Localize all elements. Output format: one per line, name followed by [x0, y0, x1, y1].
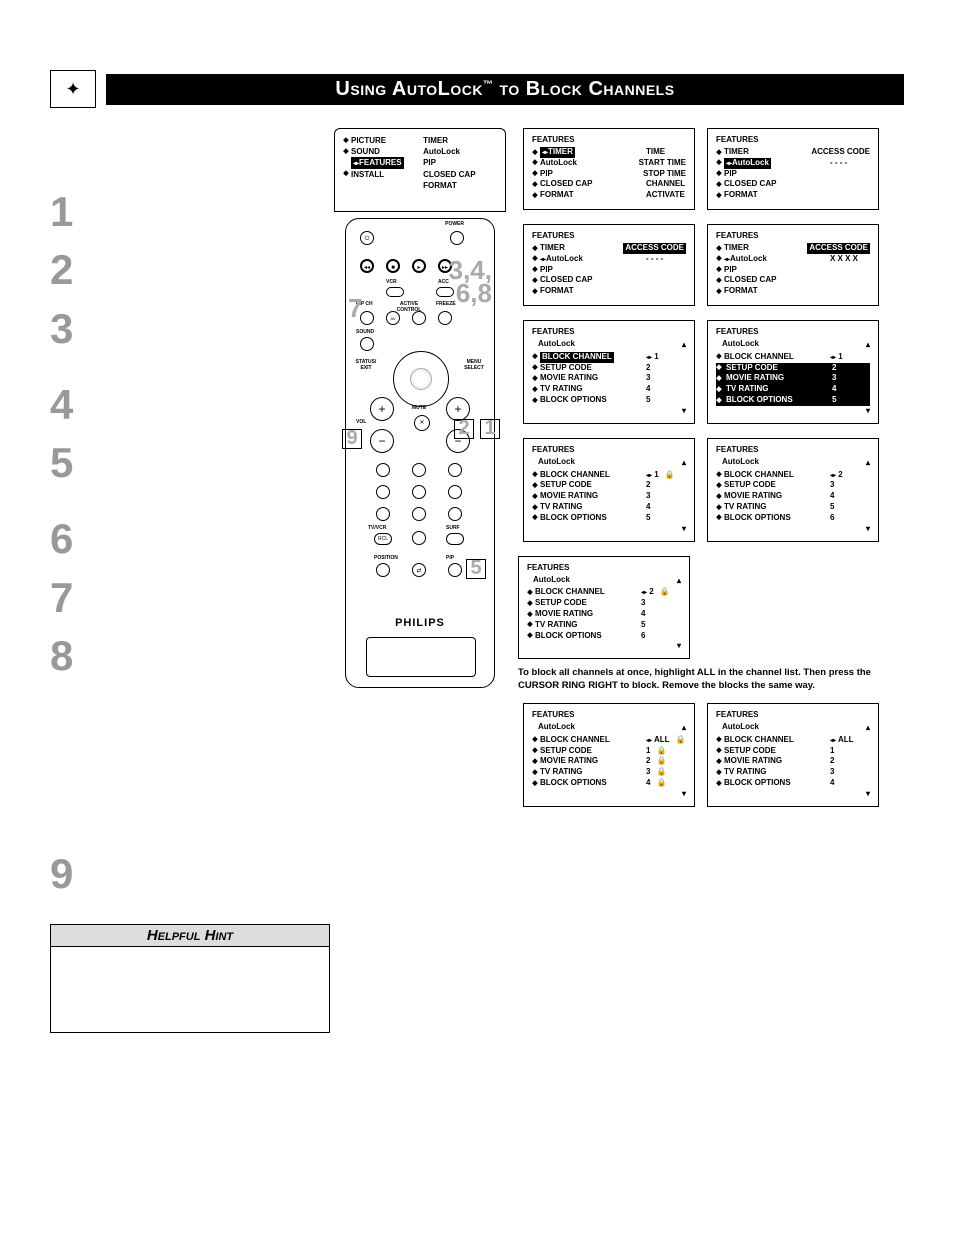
numpad — [376, 507, 390, 521]
step-5: 5 — [50, 439, 310, 487]
btn-freeze — [438, 311, 452, 325]
btn-swap: ⇄ — [412, 563, 426, 577]
label-tvvcr: TV/VCR — [368, 525, 386, 531]
callout-1: 1 — [484, 417, 495, 440]
step-3: 3 — [50, 305, 310, 353]
screens-grid: FEATURES◆◂▸TIMERTIME◆AutoLockSTART TIME◆… — [523, 128, 879, 548]
label-acc: ACC — [438, 279, 449, 285]
numpad — [448, 507, 462, 521]
menu-screen: FEATURES◆TIMERACCESS CODE◆◂▸AutoLockX X … — [707, 224, 879, 306]
menu-screen: FEATURES◆TIMERACCESS CODE◆◂▸AutoLock- - … — [707, 128, 879, 210]
numpad — [412, 463, 426, 477]
title-prefix: Using AutoLock — [335, 78, 483, 100]
btn-vol-dn: − — [370, 429, 394, 453]
label-menu-select: MENU SELECT — [462, 359, 486, 371]
step-7: 7 — [50, 574, 310, 622]
root-menu: ◆PICTURE◆SOUND◂▸FEATURES◆INSTALL TIMERAu… — [334, 128, 506, 212]
btn-pip — [448, 563, 462, 577]
numpad — [412, 485, 426, 499]
step-9: 9 — [50, 850, 310, 898]
callout-9-box: 9 — [342, 429, 362, 449]
figure-area: ◆PICTURE◆SOUND◂▸FEATURES◆INSTALL TIMERAu… — [330, 128, 904, 813]
numpad — [376, 485, 390, 499]
btn-surf — [446, 533, 464, 545]
numpad — [448, 463, 462, 477]
menu-screen: FEATURESAutoLock◆BLOCK CHANNEL◂▸ ALL◆SET… — [707, 703, 879, 807]
btn-ac — [412, 311, 426, 325]
hint-body — [51, 947, 329, 1032]
label-power: POWER — [445, 221, 464, 227]
remote-blank — [366, 637, 476, 677]
btn-play: ▸ — [412, 259, 426, 273]
numpad — [412, 507, 426, 521]
hint-box: Helpful Hint — [50, 924, 330, 1033]
note-text: To block all channels at once, highlight… — [518, 667, 878, 693]
label-position: POSITION — [374, 555, 398, 561]
btn-vol-up: + — [370, 397, 394, 421]
numpad — [448, 485, 462, 499]
menu-screen: FEATURESAutoLock◆BLOCK CHANNEL◂▸ 2◆SETUP… — [518, 556, 690, 660]
callout-3468: 3,4, 6,8 — [449, 259, 492, 306]
remote-control: POWER ⏻ ◂◂ ■ ▸ ▸▸ VCR ACC PIP CH ACTIVE … — [345, 218, 495, 688]
numpad-0 — [412, 531, 426, 545]
menu-screen: FEATURES◆◂▸TIMERTIME◆AutoLockSTART TIME◆… — [523, 128, 695, 210]
label-vcr: VCR — [386, 279, 397, 285]
label-pip: PIP — [446, 555, 454, 561]
label-mute: MUTE — [412, 405, 426, 411]
label-surf: SURF — [446, 525, 460, 531]
btn-vcr — [386, 287, 404, 297]
step-6: 6 — [50, 515, 310, 563]
label-vol: VOL — [356, 419, 366, 425]
hint-heading: Helpful Hint — [51, 925, 329, 947]
menu-screen: FEATURES◆TIMERACCESS CODE◆◂▸AutoLock- - … — [523, 224, 695, 306]
btn-rew: ◂◂ — [360, 259, 374, 273]
btn-rcl: RCL — [374, 533, 392, 545]
btn-mute: ✕ — [414, 415, 430, 431]
menu-screen: FEATURESAutoLock◆BLOCK CHANNEL◂▸ 2◆SETUP… — [707, 438, 879, 542]
btn-position — [376, 563, 390, 577]
label-sound: SOUND — [356, 329, 374, 335]
label-status-exit: STATUS/ EXIT — [354, 359, 378, 371]
step-2: 2 — [50, 246, 310, 294]
btn-power — [450, 231, 464, 245]
page-header: ✦ Using AutoLock™ to Block Channels — [50, 70, 904, 108]
numpad — [376, 463, 390, 477]
callout-7: 7 — [348, 297, 362, 320]
bottom-screens: FEATURESAutoLock◆BLOCK CHANNEL◂▸ ALL◆SET… — [523, 703, 879, 813]
step-4: 4 — [50, 381, 310, 429]
star-icon: ✦ — [50, 70, 96, 108]
callout-5-box: 5 — [466, 559, 486, 579]
step-1: 1 — [50, 188, 310, 236]
callout-5: 5 — [470, 557, 481, 580]
step-list: 1 2 3 4 5 6 7 8 9 Helpful Hint — [50, 128, 310, 1033]
step-8: 8 — [50, 632, 310, 680]
menu-screen: FEATURESAutoLock◆BLOCK CHANNEL◂▸ 1◆SETUP… — [707, 320, 879, 424]
menu-screen: FEATURESAutoLock◆BLOCK CHANNEL◂▸ 1◆SETUP… — [523, 438, 695, 542]
btn-sound — [360, 337, 374, 351]
btn-av: AV — [386, 311, 400, 325]
btn-standby: ⏻ — [360, 231, 374, 245]
title-tm: ™ — [483, 79, 494, 90]
menu-screen: FEATURESAutoLock◆BLOCK CHANNEL◂▸ ALL◆SET… — [523, 703, 695, 807]
callout-2: 2 — [458, 417, 469, 440]
menu-screen: FEATURESAutoLock◆BLOCK CHANNEL◂▸ 1◆SETUP… — [523, 320, 695, 424]
brand-logo: PHILIPS — [346, 617, 494, 629]
callout-9: 9 — [346, 427, 357, 450]
cursor-ring-inner — [410, 368, 432, 390]
title-suffix: to Block Channels — [493, 78, 674, 100]
page-title: Using AutoLock™ to Block Channels — [106, 74, 904, 105]
callout-2-box: 2 — [454, 419, 474, 439]
btn-stop: ■ — [386, 259, 400, 273]
callout-1-box: 1 — [480, 419, 500, 439]
